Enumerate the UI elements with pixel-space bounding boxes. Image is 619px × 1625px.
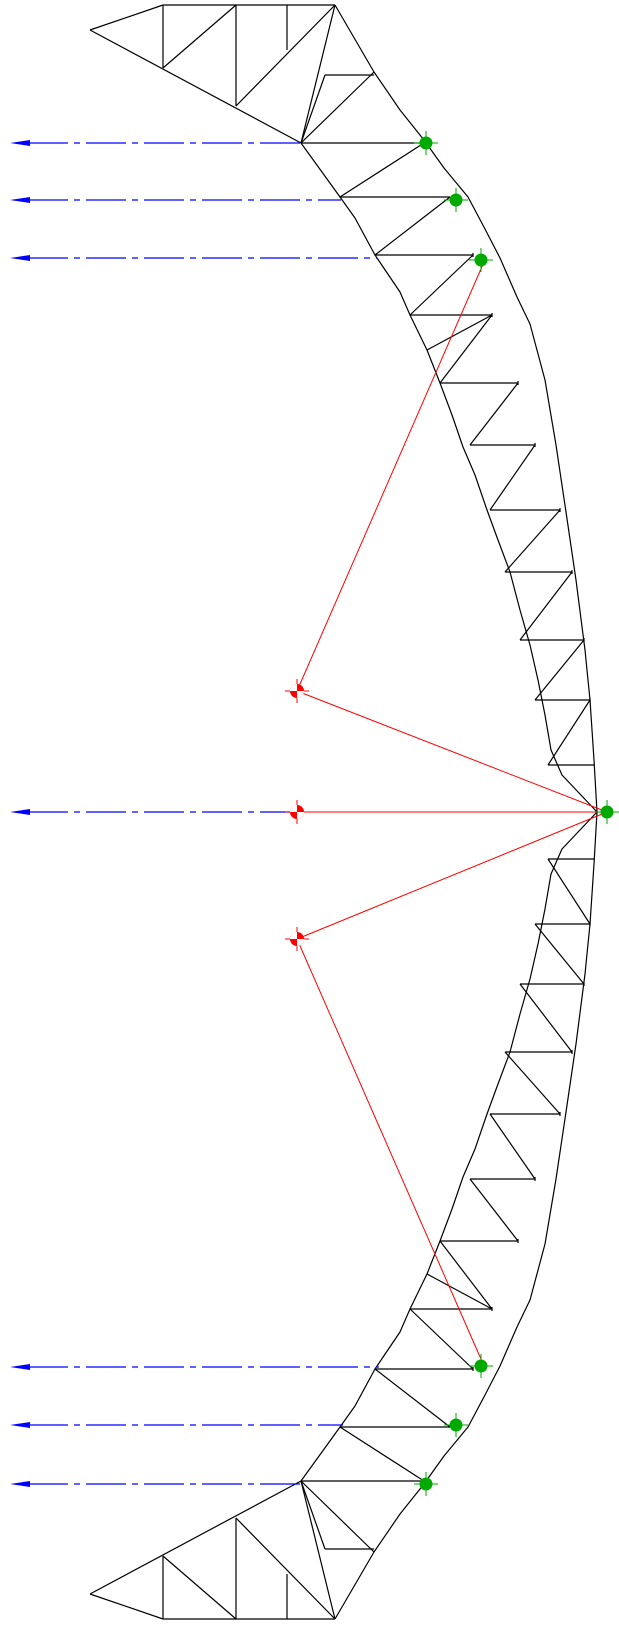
load-arrow [10,1422,343,1428]
truss-member [547,858,591,925]
marker-quadrant [290,805,297,812]
green-node-marker-icon [444,1413,468,1437]
green-node-marker-icon [469,248,493,272]
support-line [296,261,485,692]
truss-member [300,4,336,144]
truss-member [89,29,302,144]
arrow-left-icon [10,1364,30,1370]
green-node-marker-icon [414,131,438,155]
support-line [296,690,608,813]
truss-member [534,923,585,985]
truss-structure [89,4,598,1620]
marker-quadrant [290,684,297,691]
truss-member [89,1593,164,1620]
red-support-marker-icon [285,927,309,951]
truss-member [235,1517,336,1620]
red-support-marker-icon [285,679,309,703]
truss-member [519,983,573,1053]
truss-member [439,314,493,384]
green-node-marker-icon [595,800,619,824]
truss-member [439,1240,493,1310]
truss-member [504,1051,561,1115]
inner-chord-lower [300,811,598,1482]
truss-member [339,1426,425,1482]
node-dot [474,253,488,267]
truss-member [300,1480,336,1620]
marker-quadrant [297,691,304,698]
green-node-marker-icon [414,1472,438,1496]
truss-member [300,1480,326,1550]
truss-member [300,1480,375,1553]
arrow-left-icon [10,1422,30,1428]
green-node-marker-icon [444,188,468,212]
truss-member [162,4,237,69]
load-arrow [10,140,301,146]
truss-member [339,142,425,198]
inner-chord-upper [300,142,598,813]
truss-member [426,314,493,351]
truss-member [409,1308,474,1370]
support-line [296,811,608,940]
node-dot [474,1359,488,1373]
arrow-left-icon [10,197,30,203]
truss-member [374,196,451,256]
truss-member [162,1555,237,1620]
outer-chord-upper [334,4,598,813]
green-node-marker-icon [469,1354,493,1378]
truss-member [489,1113,536,1180]
horizontal-loads [10,140,379,1487]
marker-quadrant [290,932,297,939]
support-line [296,938,485,1367]
arrow-left-icon [10,809,30,815]
truss-member [469,382,519,446]
truss-member [89,1480,302,1595]
node-dot [600,805,614,819]
truss-member [89,4,164,31]
truss-member [469,1178,519,1242]
marker-quadrant [297,812,304,819]
node-dot [449,193,463,207]
node-dot [419,1477,433,1491]
truss-member [235,4,336,107]
truss-member [409,254,474,316]
load-arrow [10,1481,303,1487]
load-arrow [10,809,290,815]
truss-member [300,71,375,144]
truss-member [547,699,591,766]
truss-member [374,1368,451,1428]
load-arrow [10,1364,379,1370]
outer-chord-lower [334,811,598,1620]
load-arrow [10,255,377,261]
load-nodes [414,131,619,1496]
arrow-left-icon [10,255,30,261]
truss-member [426,1273,493,1310]
truss-member [489,444,536,511]
arrow-left-icon [10,140,30,146]
red-support-marker-icon [285,800,309,824]
truss-member [504,509,561,573]
truss-member [300,74,326,144]
node-dot [419,136,433,150]
truss-member [519,571,573,641]
arrow-left-icon [10,1481,30,1487]
load-arrow [10,197,341,203]
truss-member [534,639,585,701]
marker-quadrant [297,939,304,946]
support-lines [285,261,608,1367]
node-dot [449,1418,463,1432]
